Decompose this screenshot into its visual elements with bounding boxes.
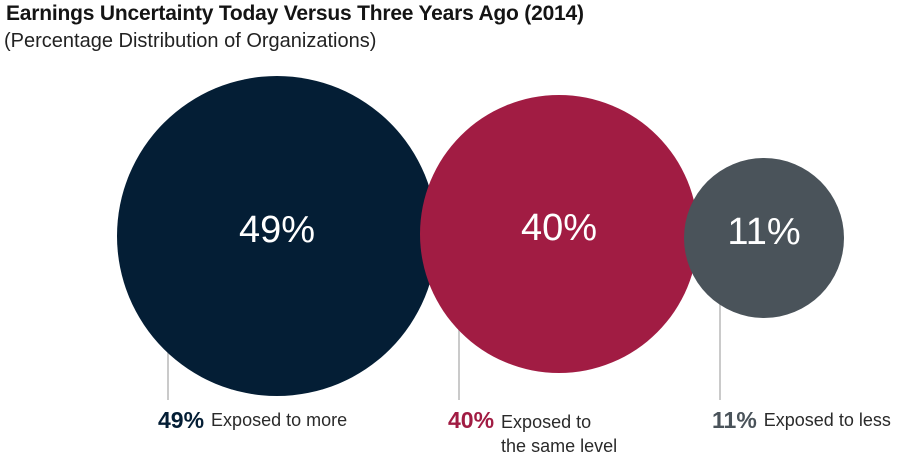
- bubble-caption: 11% Exposed to less: [712, 408, 891, 433]
- caption-percent: 40%: [448, 407, 495, 433]
- bubble-caption: 49% Exposed to more: [158, 408, 347, 433]
- bubble-value-label: 49%: [239, 209, 315, 251]
- bubble-group: 40%: [420, 95, 698, 400]
- bubble-value-label: 40%: [521, 207, 597, 249]
- bubble: [117, 76, 437, 396]
- caption-text: Exposed to more: [211, 410, 348, 430]
- bubble: [684, 158, 844, 318]
- caption-text: Exposed to less: [763, 410, 891, 430]
- bubble-caption: 40% Exposed to the same level: [448, 408, 617, 458]
- caption-percent: 11%: [712, 407, 757, 433]
- chart-subtitle: (Percentage Distribution of Organization…: [4, 30, 377, 52]
- bubble-group: 11%: [684, 158, 844, 400]
- caption-text: Exposed to the same level: [501, 412, 618, 456]
- caption-percent: 49%: [158, 407, 205, 433]
- chart-title: Earnings Uncertainty Today Versus Three …: [6, 2, 584, 25]
- bubble-value-label: 11%: [727, 211, 800, 253]
- bubble: [420, 95, 698, 373]
- bubble-group: 49%: [117, 76, 437, 400]
